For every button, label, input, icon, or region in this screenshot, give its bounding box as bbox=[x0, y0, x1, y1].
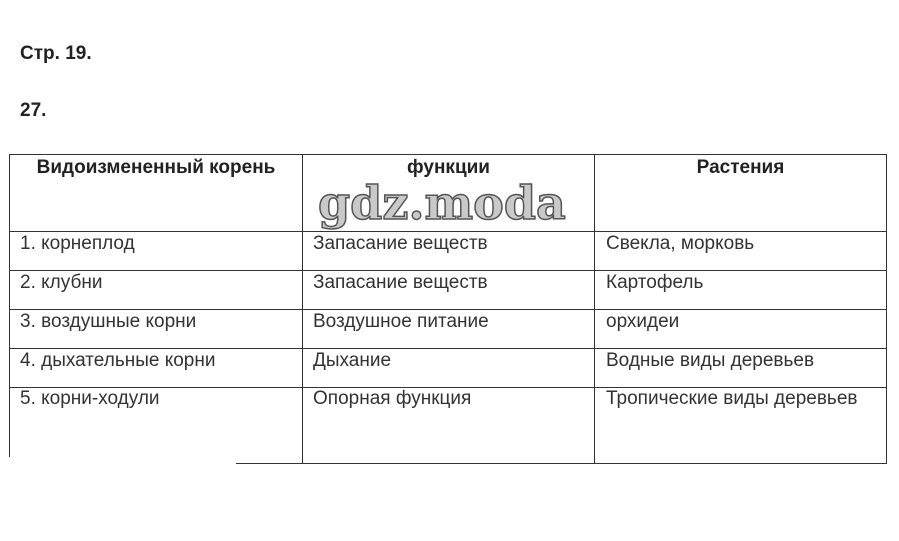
column-divider bbox=[302, 154, 303, 464]
row-divider bbox=[9, 270, 887, 271]
cell-root: 5. корни-ходули bbox=[20, 388, 160, 409]
task-number: 27. bbox=[20, 100, 47, 121]
cell-plants: Картофель bbox=[606, 272, 704, 293]
cell-root: 1. корнеплод bbox=[20, 233, 135, 254]
cell-plants: Тропические виды деревьев bbox=[606, 388, 858, 409]
header-functions: функции bbox=[407, 157, 490, 178]
row-divider bbox=[9, 348, 887, 349]
cell-root: 3. воздушные корни bbox=[20, 311, 197, 332]
cell-plants: орхидеи bbox=[606, 311, 680, 332]
row-divider bbox=[9, 387, 887, 388]
cell-root: 4. дыхательные корни bbox=[20, 350, 216, 371]
cell-plants: Водные виды деревьев bbox=[606, 350, 815, 371]
page-reference: Стр. 19. bbox=[20, 43, 92, 64]
cell-function: Дыхание bbox=[313, 350, 392, 371]
watermark: gdz.moda bbox=[317, 175, 566, 231]
cell-function: Запасание веществ bbox=[313, 272, 488, 293]
table-border-bottom bbox=[236, 463, 887, 464]
column-divider bbox=[594, 154, 595, 464]
header-modified-root: Видоизмененный корень bbox=[36, 157, 276, 178]
table-border-top bbox=[9, 154, 887, 155]
cell-root: 2. клубни bbox=[20, 272, 103, 293]
header-plants: Растения bbox=[696, 157, 785, 178]
cell-function: Опорная функция bbox=[313, 388, 472, 409]
row-divider bbox=[9, 309, 887, 310]
row-divider bbox=[9, 231, 887, 232]
table-border-right bbox=[886, 154, 887, 464]
cell-plants: Свекла, морковь bbox=[606, 233, 755, 254]
table-border-left bbox=[9, 154, 10, 457]
cell-function: Запасание веществ bbox=[313, 233, 488, 254]
cell-function: Воздушное питание bbox=[313, 311, 489, 332]
